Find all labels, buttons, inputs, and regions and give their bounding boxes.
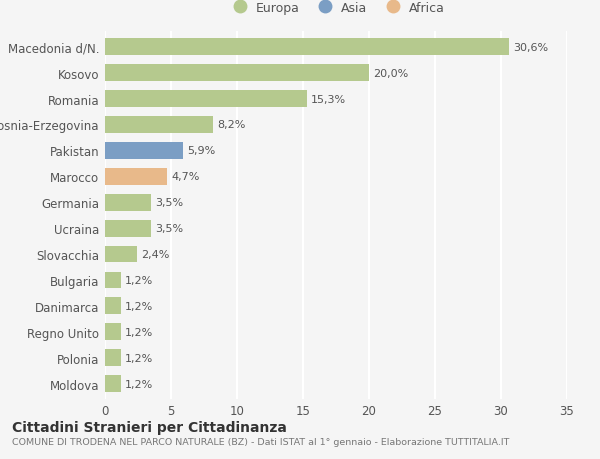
Text: 8,2%: 8,2% bbox=[217, 120, 245, 130]
Bar bbox=[105, 143, 183, 159]
Text: 1,2%: 1,2% bbox=[125, 301, 153, 311]
Text: 15,3%: 15,3% bbox=[311, 95, 346, 104]
Text: 1,2%: 1,2% bbox=[125, 327, 153, 337]
Bar bbox=[105, 350, 121, 366]
Text: 2,4%: 2,4% bbox=[140, 250, 169, 259]
Bar bbox=[105, 117, 213, 134]
Bar bbox=[105, 375, 121, 392]
Text: Cittadini Stranieri per Cittadinanza: Cittadini Stranieri per Cittadinanza bbox=[12, 420, 287, 434]
Bar bbox=[105, 65, 369, 82]
Text: 1,2%: 1,2% bbox=[125, 353, 153, 363]
Bar bbox=[105, 246, 137, 263]
Text: 1,2%: 1,2% bbox=[125, 275, 153, 285]
Legend: Europa, Asia, Africa: Europa, Asia, Africa bbox=[227, 2, 445, 15]
Text: 3,5%: 3,5% bbox=[155, 224, 183, 234]
Text: 5,9%: 5,9% bbox=[187, 146, 215, 156]
Text: 3,5%: 3,5% bbox=[155, 198, 183, 208]
Bar bbox=[105, 91, 307, 108]
Text: 20,0%: 20,0% bbox=[373, 68, 408, 78]
Bar bbox=[105, 220, 151, 237]
Text: 1,2%: 1,2% bbox=[125, 379, 153, 389]
Text: COMUNE DI TRODENA NEL PARCO NATURALE (BZ) - Dati ISTAT al 1° gennaio - Elaborazi: COMUNE DI TRODENA NEL PARCO NATURALE (BZ… bbox=[12, 437, 509, 446]
Bar bbox=[105, 298, 121, 314]
Bar bbox=[105, 168, 167, 185]
Bar bbox=[105, 272, 121, 289]
Text: 4,7%: 4,7% bbox=[171, 172, 199, 182]
Bar bbox=[105, 324, 121, 341]
Text: 30,6%: 30,6% bbox=[513, 43, 548, 53]
Bar bbox=[105, 39, 509, 56]
Bar bbox=[105, 195, 151, 211]
